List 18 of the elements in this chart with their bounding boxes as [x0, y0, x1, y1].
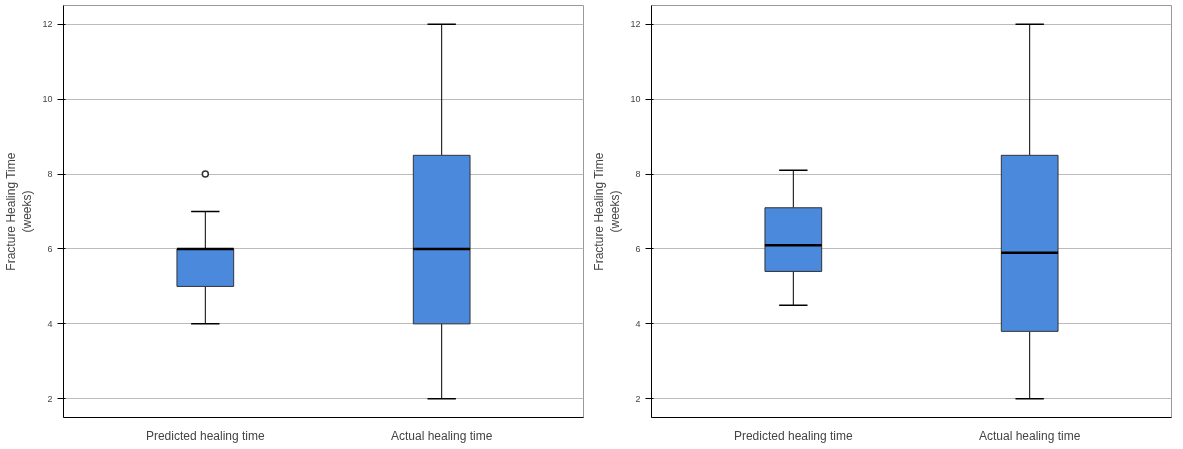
y-tick-label: 6: [47, 243, 53, 254]
y-tick-label: 4: [635, 318, 641, 329]
y-tick-label: 2: [47, 393, 53, 404]
x-tick-label: Actual healing time: [390, 428, 493, 443]
x-tick-label: Predicted healing time: [733, 428, 854, 443]
x-tick-label: Actual healing time: [978, 428, 1081, 443]
y-tick-label: 4: [47, 318, 53, 329]
y-tick-label: 10: [42, 94, 53, 105]
y-tick-label: 8: [635, 169, 641, 180]
y-tick-label: 12: [42, 19, 53, 30]
x-tick-label: Predicted healing time: [145, 428, 266, 443]
y-tick-label: 6: [635, 243, 641, 254]
y-tick-label: 12: [630, 19, 641, 30]
y-tick-label: 10: [630, 94, 641, 105]
y-axis-title: Fracture Healing Time (weeks): [3, 152, 35, 271]
y-tick-label: 2: [635, 393, 641, 404]
y-tick-label: 8: [47, 169, 53, 180]
y-axis-title: Fracture Healing Time (weeks): [591, 152, 623, 271]
